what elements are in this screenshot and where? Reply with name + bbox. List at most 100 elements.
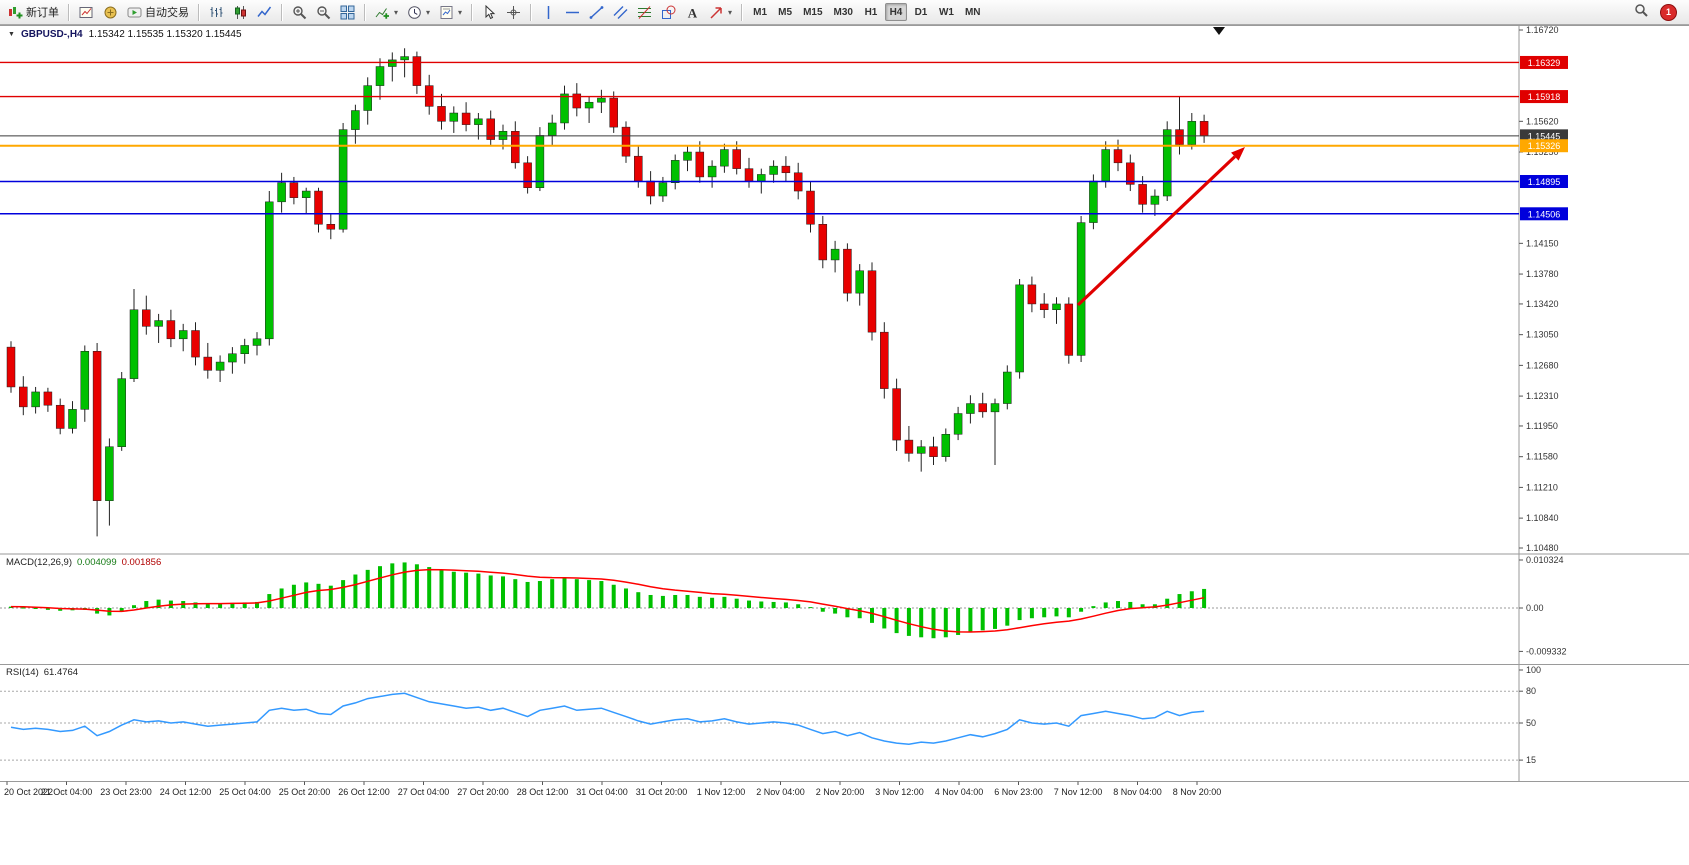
macd-histogram-bar [476, 573, 481, 608]
macd-histogram-bar [525, 581, 530, 608]
channel-button[interactable] [609, 2, 632, 23]
new-chart-icon [79, 5, 94, 20]
price-badge-label: 1.14506 [1528, 209, 1561, 219]
candle-bullish [1076, 222, 1086, 356]
macd-histogram-bar [218, 603, 223, 608]
vertical-line-icon [541, 5, 556, 20]
candle-bullish [1187, 121, 1197, 145]
timeframe-d1-button[interactable]: D1 [910, 3, 932, 21]
timeframe-m30-button[interactable]: M30 [830, 3, 857, 21]
macd-histogram-bar [550, 579, 555, 608]
candle-bullish [400, 56, 409, 61]
line-chart-button[interactable] [253, 2, 276, 23]
price-badge-label: 1.15918 [1528, 92, 1561, 102]
candle-bullish [941, 434, 951, 457]
profiles-button[interactable] [99, 2, 122, 23]
timeframe-m5-button[interactable]: M5 [774, 3, 796, 21]
candle-bearish [1064, 303, 1074, 356]
zoom-in-icon [292, 5, 307, 20]
macd-histogram-bar [464, 572, 469, 608]
macd-histogram-bar [956, 608, 961, 635]
macd-name: MACD(12,26,9) [6, 557, 72, 568]
timeframe-mn-button[interactable]: MN [961, 3, 985, 21]
trendline-icon [589, 5, 604, 20]
macd-histogram-bar [624, 588, 628, 608]
candle-bullish [301, 190, 311, 198]
macd-histogram-bar [943, 608, 948, 638]
candlestick-button[interactable] [229, 2, 252, 23]
trend-arrow[interactable] [1076, 147, 1245, 307]
price-badge-label: 1.14895 [1528, 177, 1561, 187]
notification-badge[interactable]: 1 [1660, 3, 1677, 21]
new-chart-button[interactable] [75, 2, 98, 23]
bar-chart-icon [209, 5, 224, 20]
candle-bearish [19, 386, 28, 408]
timeframe-w1-button[interactable]: W1 [935, 3, 958, 21]
macd-axis-label: 0.010324 [1526, 555, 1564, 565]
candle-bullish [338, 129, 348, 230]
macd-histogram-bar [255, 601, 259, 608]
time-tick-label: 8 Nov 04:00 [1113, 787, 1162, 797]
price-tick-label: 1.10840 [1526, 513, 1559, 523]
templates-button[interactable]: ▾ [435, 2, 466, 23]
candle-bullish [720, 149, 729, 167]
macd-histogram-bar [919, 608, 924, 638]
candle-bullish [855, 270, 864, 294]
macd-histogram-bar [1079, 608, 1084, 612]
text-button[interactable]: A [681, 2, 704, 23]
candle-bearish [744, 168, 754, 182]
new-order-button[interactable]: 新订单 [4, 2, 63, 23]
time-tick-label: 31 Oct 04:00 [576, 787, 628, 797]
macd-histogram-bar [931, 608, 936, 639]
macd-main-value: 0.004099 [77, 557, 117, 568]
autotrading-button[interactable]: 自动交易 [123, 2, 193, 23]
timeframe-h1-button[interactable]: H1 [860, 3, 882, 21]
arrows-button[interactable]: ▾ [705, 2, 736, 23]
zoom-in-button[interactable] [288, 2, 311, 23]
macd-histogram-bar [1152, 604, 1157, 608]
arrows-icon [709, 5, 724, 20]
time-tick-label: 2 Nov 20:00 [816, 787, 865, 797]
timeframe-m1-button[interactable]: M1 [749, 3, 771, 21]
timeframe-m15-button[interactable]: M15 [799, 3, 826, 21]
candle-bullish [1162, 129, 1172, 197]
indicators-button[interactable]: ▾ [371, 2, 402, 23]
symbol-collapse-icon[interactable]: ▼ [8, 31, 15, 38]
crosshair-button[interactable] [502, 2, 525, 23]
timeframe-h4-button[interactable]: H4 [884, 3, 907, 21]
dropdown-caret-icon: ▾ [394, 7, 399, 17]
search-button[interactable] [1630, 2, 1653, 23]
tile-windows-button[interactable] [336, 2, 359, 23]
price-badge-label: 1.16329 [1528, 58, 1561, 68]
macd-histogram-bar [968, 608, 973, 633]
chart-shift-marker-icon[interactable] [1213, 27, 1225, 35]
candle-bearish [523, 162, 532, 188]
current-price-line-badge [1520, 129, 1568, 143]
periods-button[interactable]: ▾ [403, 2, 434, 23]
candle-bullish [351, 110, 360, 130]
zoom-out-button[interactable] [312, 2, 335, 23]
key-level-line-badge [1520, 139, 1568, 153]
fibonacci-button[interactable] [633, 2, 656, 23]
trendline-button[interactable] [585, 2, 608, 23]
candle-bearish [781, 165, 791, 174]
macd-histogram-bar [316, 583, 321, 608]
rsi-axis-label: 80 [1526, 686, 1536, 696]
vertical-line-button[interactable] [537, 2, 560, 23]
macd-histogram-bar [697, 596, 702, 608]
profiles-icon [103, 5, 118, 20]
candle-bullish [388, 59, 397, 67]
candle-bullish [1003, 371, 1012, 404]
cursor-button[interactable] [478, 2, 501, 23]
horizontal-line-button[interactable] [561, 2, 584, 23]
macd-histogram-bar [537, 581, 542, 608]
panel-borders [0, 25, 1689, 782]
candle-bearish [609, 97, 618, 128]
macd-histogram-bar [845, 608, 850, 618]
bar-chart-button[interactable] [205, 2, 228, 23]
candle-bullish [363, 85, 372, 111]
candle-bullish [707, 165, 717, 178]
shapes-button[interactable] [657, 2, 680, 23]
macd-histogram-bar [1165, 598, 1170, 608]
